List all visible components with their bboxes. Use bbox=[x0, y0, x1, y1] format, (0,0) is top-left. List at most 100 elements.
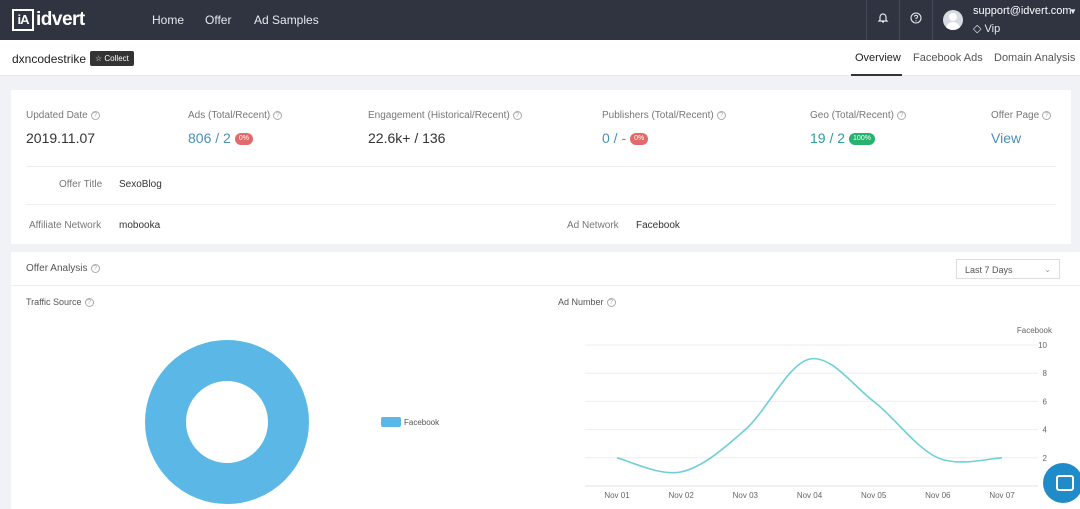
chevron-down-icon: ⌄ bbox=[1044, 265, 1051, 274]
user-tier: ◇ Vip bbox=[973, 22, 1000, 35]
avatar[interactable] bbox=[943, 10, 963, 30]
divider bbox=[26, 204, 1056, 205]
legend-swatch bbox=[381, 417, 401, 427]
y-tick-label: 6 bbox=[1043, 397, 1048, 406]
ad-number-text: Ad Number bbox=[558, 297, 604, 307]
help-icon[interactable]: ? bbox=[90, 263, 100, 273]
x-tick-label: Nov 01 bbox=[604, 491, 630, 500]
offer-analysis-title: Offer Analysis? bbox=[26, 263, 100, 274]
diamond-icon: ◇ bbox=[973, 23, 982, 35]
y-tick-label: 2 bbox=[1043, 454, 1048, 463]
traffic-source-text: Traffic Source bbox=[26, 297, 82, 307]
user-email[interactable]: support@idvert.com bbox=[973, 5, 1072, 17]
date-range-value: Last 7 Days bbox=[965, 265, 1013, 275]
stat-label-text: Engagement (Historical/Recent) bbox=[368, 110, 510, 121]
x-tick-label: Nov 02 bbox=[668, 491, 694, 500]
stat-value-publishers: 0 / -0% bbox=[602, 130, 649, 146]
help-icon[interactable]: ? bbox=[84, 298, 94, 308]
stat-value-ads: 806 / 2 0% bbox=[188, 130, 253, 146]
logo-text: idvert bbox=[36, 9, 85, 30]
top-navbar: iA idvert Home Offer Ad Samples support@… bbox=[0, 0, 1080, 40]
offer-title-value: SexoBlog bbox=[119, 179, 162, 190]
stat-label-ads: Ads (Total/Recent)? bbox=[188, 110, 283, 121]
offer-name: dxncodestrike bbox=[12, 52, 87, 66]
help-icon[interactable] bbox=[908, 12, 924, 28]
affiliate-network-value: mobooka bbox=[119, 220, 161, 231]
series-line-facebook[interactable] bbox=[616, 357, 1003, 474]
offer-title-label: Offer Title bbox=[59, 179, 103, 190]
nav-divider bbox=[866, 0, 867, 40]
help-icon[interactable]: ? bbox=[1042, 110, 1052, 120]
stat-label-offer-page: Offer Page? bbox=[991, 110, 1052, 121]
nav-ad-samples-link[interactable]: Ad Samples bbox=[254, 13, 319, 27]
x-tick-label: Nov 07 bbox=[989, 491, 1015, 500]
collect-label: Collect bbox=[104, 54, 129, 63]
offer-analysis-text: Offer Analysis bbox=[26, 263, 88, 274]
stat-label-engagement: Engagement (Historical/Recent)? bbox=[368, 110, 522, 121]
legend-label: Facebook bbox=[404, 417, 440, 427]
nav-divider bbox=[899, 0, 900, 40]
pie-slice-facebook[interactable] bbox=[145, 340, 309, 504]
overview-card bbox=[11, 90, 1071, 244]
geo-change-badge: 100% bbox=[849, 133, 875, 146]
stat-label-geo: Geo (Total/Recent)? bbox=[810, 110, 906, 121]
chat-button[interactable] bbox=[1043, 463, 1080, 503]
ads-change-badge: 0% bbox=[234, 133, 253, 146]
stat-label-text: Geo (Total/Recent) bbox=[810, 110, 894, 121]
star-icon: ☆ bbox=[95, 54, 103, 63]
nav-divider bbox=[932, 0, 933, 40]
stat-label-text: Ads (Total/Recent) bbox=[188, 110, 271, 121]
y-tick-label: 10 bbox=[1038, 341, 1047, 350]
tab-domain-analysis[interactable]: Domain Analysis bbox=[994, 52, 1076, 64]
ad-number-title: Ad Number? bbox=[558, 297, 616, 308]
offer-page-view-link[interactable]: View bbox=[991, 130, 1022, 146]
x-tick-label: Nov 05 bbox=[861, 491, 887, 500]
stat-label-publishers: Publishers (Total/Recent)? bbox=[602, 110, 726, 121]
help-icon[interactable]: ? bbox=[896, 110, 906, 120]
stat-label-text: Offer Page bbox=[991, 110, 1040, 121]
affiliate-network-label: Affiliate Network bbox=[29, 220, 102, 231]
help-icon[interactable]: ? bbox=[606, 298, 616, 308]
y-tick-label: 8 bbox=[1043, 369, 1048, 378]
pie-legend-item[interactable]: Facebook bbox=[381, 417, 439, 427]
x-tick-label: Nov 04 bbox=[797, 491, 823, 500]
active-tab-indicator bbox=[851, 74, 902, 76]
line-legend-label[interactable]: Facebook bbox=[1017, 326, 1053, 335]
x-tick-label: Nov 03 bbox=[733, 491, 759, 500]
ad-network-label: Ad Network bbox=[567, 220, 619, 231]
geo-value: 19 / 2 bbox=[810, 130, 846, 146]
help-icon[interactable]: ? bbox=[716, 110, 726, 120]
offer-header: dxncodestrike ☆ Collect Overview Faceboo… bbox=[0, 40, 1080, 76]
bell-icon[interactable] bbox=[875, 12, 891, 28]
logo-mark: iA bbox=[12, 9, 34, 31]
stat-label-text: Updated Date bbox=[26, 110, 88, 121]
help-icon[interactable]: ? bbox=[512, 110, 522, 120]
help-icon[interactable]: ? bbox=[273, 110, 283, 120]
ads-value: 806 / 2 bbox=[188, 130, 231, 146]
traffic-source-title: Traffic Source? bbox=[26, 297, 94, 308]
tab-facebook-ads[interactable]: Facebook Ads bbox=[913, 52, 983, 64]
logo[interactable]: iA idvert bbox=[12, 8, 85, 32]
y-tick-label: 4 bbox=[1043, 426, 1048, 435]
stat-value-engagement: 22.6k+ / 136 bbox=[368, 130, 446, 146]
publishers-change-badge: 0% bbox=[630, 133, 649, 146]
collect-button[interactable]: ☆ Collect bbox=[90, 51, 134, 66]
chevron-down-icon[interactable]: ▼ bbox=[1069, 7, 1077, 16]
divider bbox=[11, 285, 1080, 286]
x-tick-label: Nov 06 bbox=[925, 491, 951, 500]
stat-value-updated-date: 2019.11.07 bbox=[26, 130, 96, 146]
stat-label-text: Publishers (Total/Recent) bbox=[602, 110, 714, 121]
stat-label-updated-date: Updated Date? bbox=[26, 110, 100, 121]
tier-label: Vip bbox=[984, 23, 1001, 35]
ad-network-value: Facebook bbox=[636, 220, 680, 231]
publishers-value: 0 / - bbox=[602, 130, 627, 146]
stat-value-geo: 19 / 2 100% bbox=[810, 130, 875, 146]
help-icon[interactable]: ? bbox=[90, 110, 100, 120]
nav-home-link[interactable]: Home bbox=[152, 13, 185, 27]
tab-overview[interactable]: Overview bbox=[855, 52, 901, 64]
nav-offer-link[interactable]: Offer bbox=[205, 13, 232, 27]
divider bbox=[26, 166, 1056, 167]
date-range-select[interactable]: Last 7 Days ⌄ bbox=[956, 259, 1060, 279]
